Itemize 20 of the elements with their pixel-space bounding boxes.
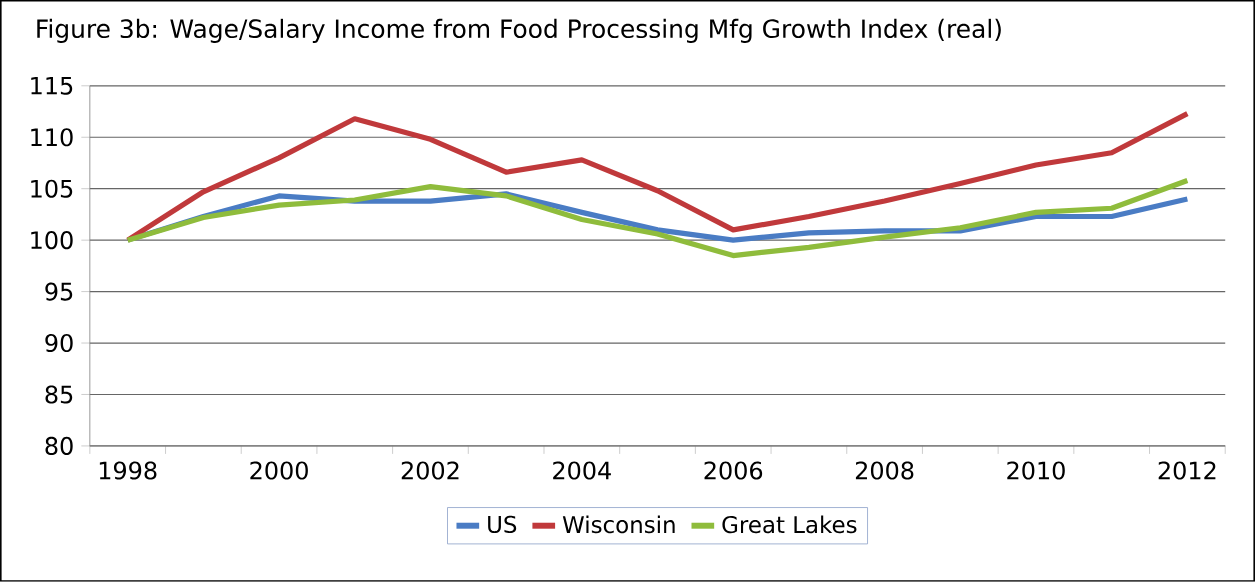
- y-tick-label: 95: [45, 282, 73, 301]
- x-tick-label: 2004: [553, 461, 611, 480]
- y-tick-label: 105: [31, 179, 73, 198]
- y-tick-label: 90: [45, 334, 73, 353]
- legend-label: US: [488, 515, 517, 534]
- y-tick-label: 115: [31, 77, 73, 95]
- x-tick-label: 2008: [855, 461, 914, 480]
- chart-title: Figure 3b: Wage/Salary Income from Food Processing Mfg Growth Index (real): [37, 18, 1001, 44]
- x-tick-label: 2002: [401, 461, 459, 480]
- y-tick-label: 80: [45, 436, 73, 456]
- y-tick-label: 85: [45, 385, 73, 404]
- x-tick-label: 2012: [1158, 461, 1216, 480]
- y-tick-label: 110: [31, 128, 73, 147]
- x-tick-label: 2010: [1007, 461, 1065, 480]
- legend-label: Wisconsin: [562, 515, 675, 534]
- legend-label: Great Lakes: [722, 515, 857, 534]
- x-tick-label: 1998: [99, 461, 157, 480]
- y-tick-label: 100: [31, 231, 73, 250]
- x-tick-label: 2006: [704, 461, 763, 480]
- x-tick-label: 2000: [250, 461, 308, 480]
